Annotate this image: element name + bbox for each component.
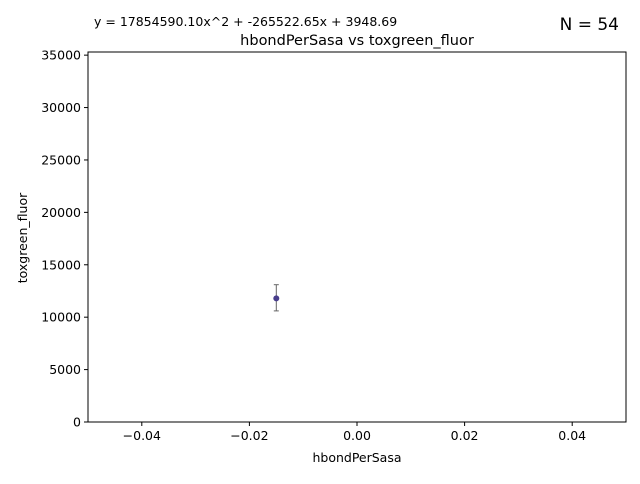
- x-tick-label: 0.00: [343, 428, 371, 443]
- y-tick-label: 0: [73, 415, 81, 430]
- equation-annotation: y = 17854590.10x^2 + -265522.65x + 3948.…: [94, 14, 397, 29]
- plot-area-frame: [87, 51, 627, 423]
- y-tick-label: 35000: [41, 48, 81, 63]
- x-axis-label: hbondPerSasa: [312, 450, 401, 465]
- y-tick-label: 15000: [41, 257, 81, 272]
- y-tick-label: 25000: [41, 152, 81, 167]
- y-axis-label: toxgreen_fluor: [15, 192, 30, 283]
- x-tick-label: −0.02: [230, 428, 268, 443]
- y-tick-label: 30000: [41, 100, 81, 115]
- x-tick-label: 0.04: [558, 428, 586, 443]
- x-tick-label: 0.02: [451, 428, 479, 443]
- data-point: [273, 295, 280, 302]
- y-tick-label: 20000: [41, 205, 81, 220]
- data-marks: [273, 284, 280, 312]
- chart-title: hbondPerSasa vs toxgreen_fluor: [240, 33, 474, 49]
- axis-ticks: −0.04 −0.02 0.00 0.02 0.04 0 5000 10000 15000 200…: [41, 48, 586, 443]
- y-tick-label: 5000: [49, 362, 81, 377]
- y-tick-label: 10000: [41, 310, 81, 325]
- n-annotation: N = 54: [560, 15, 619, 35]
- x-tick-label: −0.04: [123, 428, 161, 443]
